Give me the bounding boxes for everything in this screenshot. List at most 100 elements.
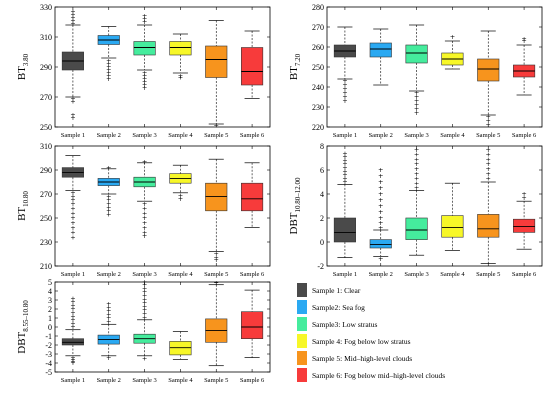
outlier-point: +: [486, 146, 491, 154]
outlier-point: +: [70, 294, 75, 302]
outlier-point: +: [486, 151, 491, 159]
y-axis-label-sub: 10.80: [22, 191, 30, 207]
outlier-point: +: [142, 200, 147, 208]
box-iqr: [405, 44, 428, 64]
panel-frame: [54, 281, 271, 373]
box-sample-2: ++++++++++++: [369, 166, 392, 263]
outlier-point: +: [70, 193, 75, 201]
x-tick-label: Sample 6: [240, 271, 265, 278]
outlier-point: +: [142, 205, 147, 213]
x-tick-label: Sample 6: [512, 271, 537, 278]
x-tick-label: Sample 5: [476, 132, 500, 139]
outlier-point: +: [342, 77, 347, 85]
x-tick-label: Sample 1: [333, 271, 357, 278]
outlier-point: +: [142, 310, 147, 318]
box-sample-1: +++++++++: [333, 149, 356, 258]
outlier-point: +: [70, 214, 75, 222]
outlier-point: +: [106, 196, 111, 204]
outlier-point: +: [214, 279, 219, 287]
outlier-point: +: [106, 200, 111, 208]
x-tick-label: Sample 4: [168, 271, 193, 278]
outlier-point: +: [414, 89, 419, 97]
y-axis-label-main: DBT: [16, 331, 28, 353]
y-tick-label: 230: [312, 103, 324, 112]
outlier-point: +: [342, 85, 347, 93]
y-tick-label: 270: [40, 93, 52, 102]
outlier-point: +: [70, 114, 75, 122]
outlier-point: +: [70, 196, 75, 204]
y-tick-label: -1: [45, 332, 52, 341]
y-tick-label: -4: [45, 359, 52, 368]
y-tick-label: 270: [312, 23, 324, 32]
outlier-point: +: [521, 194, 526, 202]
outlier-point: +: [142, 209, 147, 217]
outlier-point: +: [142, 306, 147, 314]
outlier-point: +: [378, 224, 383, 232]
outlier-point: +: [70, 309, 75, 317]
y-tick-label: -2: [45, 341, 52, 350]
outlier-point: +: [214, 256, 219, 264]
y-axis-label: BT7.20: [288, 53, 302, 80]
panel-4: -2 0 2 4 6 8 Sample 1 Sample 2 Sample 3 Sample 4 S…: [288, 142, 543, 278]
y-tick-label: 230: [40, 238, 52, 247]
y-axis-label-sub: 3.80: [22, 53, 30, 66]
x-tick-label: Sample 2: [97, 377, 121, 384]
outlier-point: +: [521, 35, 526, 43]
box-sample-2: +++++++: [97, 26, 120, 83]
outlier-point: +: [414, 146, 419, 154]
box-iqr: [405, 217, 428, 240]
box-sample-6: [241, 30, 264, 99]
legend-swatch: [297, 351, 307, 365]
y-tick-label: 290: [40, 63, 52, 72]
x-tick-label: Sample 3: [132, 132, 156, 139]
outlier-point: +: [70, 8, 75, 16]
y-tick-label: 290: [40, 166, 52, 175]
outlier-point: +: [342, 89, 347, 97]
outlier-point: +: [378, 208, 383, 216]
outlier-point: +: [142, 78, 147, 86]
outlier-point: +: [106, 207, 111, 215]
outlier-point: +: [486, 121, 491, 129]
outlier-point: +: [70, 316, 75, 324]
outlier-point: +: [70, 320, 75, 328]
outlier-point: +: [70, 323, 75, 331]
outlier-point: +: [378, 184, 383, 192]
outlier-point: +: [70, 14, 75, 22]
outlier-point: +: [106, 72, 111, 80]
x-tick-label: Sample 5: [204, 377, 228, 384]
outlier-point: +: [486, 165, 491, 173]
y-axis-label: DBT8.55–10.80: [16, 300, 30, 354]
outlier-point: +: [70, 298, 75, 306]
box-sample-3: +++++++++: [405, 146, 428, 256]
outlier-point: +: [214, 122, 219, 130]
y-tick-label: 4: [320, 190, 324, 199]
outlier-point: +: [486, 175, 491, 183]
outlier-point: +: [414, 93, 419, 101]
x-tick-label: Sample 3: [132, 271, 156, 278]
outlier-point: +: [342, 160, 347, 168]
outlier-point: +: [106, 311, 111, 319]
outlier-point: +: [142, 84, 147, 92]
outlier-point: +: [142, 69, 147, 77]
legend-label: Sample 1: Clear: [312, 286, 361, 295]
outlier-point: +: [178, 195, 183, 203]
box-iqr: [241, 182, 264, 212]
x-tick-label: Sample 5: [204, 132, 228, 139]
y-tick-label: 250: [40, 123, 52, 132]
outlier-point: +: [106, 307, 111, 315]
y-tick-label: 8: [320, 142, 324, 151]
box-sample-2: +++++++: [97, 164, 120, 219]
box-sample-4: [441, 182, 464, 251]
x-tick-label: Sample 5: [204, 271, 228, 278]
outlier-point: +: [414, 155, 419, 163]
x-tick-label: Sample 3: [404, 132, 428, 139]
x-tick-label: Sample 4: [168, 132, 193, 139]
box-iqr: [205, 182, 228, 212]
outlier-point: +: [142, 295, 147, 303]
outlier-point: +: [142, 158, 147, 166]
outlier-point: +: [414, 101, 419, 109]
outlier-point: +: [521, 190, 526, 198]
outlier-point: +: [70, 219, 75, 227]
x-tick-label: Sample 4: [440, 132, 465, 139]
